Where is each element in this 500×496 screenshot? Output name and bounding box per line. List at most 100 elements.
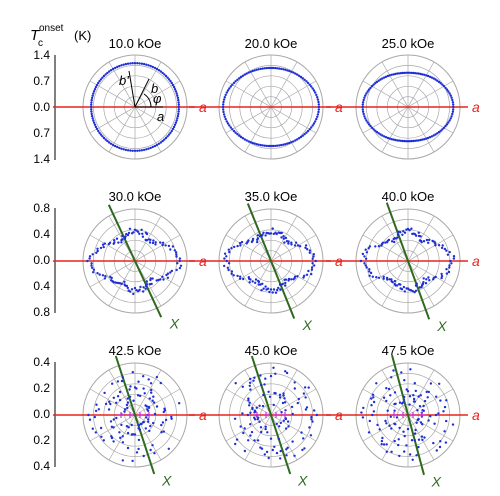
data-point (222, 100, 225, 104)
data-point (164, 74, 168, 78)
data-point (149, 448, 152, 452)
data-point (145, 416, 148, 419)
data-point (110, 436, 114, 440)
grid-spoke (89, 260, 136, 288)
data-point (401, 233, 404, 236)
data-point (120, 147, 123, 150)
data-point (126, 62, 130, 65)
data-point (272, 232, 275, 236)
data-point (104, 138, 107, 141)
data-point (308, 249, 312, 252)
data-point (257, 143, 260, 146)
tick-label: 0.8 (33, 305, 50, 319)
tick-label: 0.4 (33, 355, 50, 369)
data-point (222, 108, 225, 111)
data-point (148, 397, 151, 400)
data-point (274, 231, 277, 234)
data-point (421, 409, 424, 412)
data-point (155, 279, 158, 282)
panel-title: 45.0 kOe (245, 343, 298, 358)
data-point (248, 281, 251, 284)
data-point (238, 277, 242, 280)
data-point (422, 277, 425, 280)
data-point (231, 83, 234, 86)
data-point (426, 136, 430, 140)
data-point (120, 238, 123, 242)
grid-spoke (362, 234, 409, 262)
data-point (281, 401, 285, 405)
data-point (444, 441, 448, 444)
data-point (161, 241, 165, 244)
data-point (445, 88, 449, 91)
data-point (271, 291, 274, 294)
data-point (383, 76, 386, 79)
data-point (300, 431, 303, 434)
data-point (253, 411, 256, 414)
data-point (269, 437, 273, 440)
row-axis-0: 1.4 0.7 0.0 0.7 1.4 (33, 48, 56, 166)
data-point (118, 64, 121, 68)
data-point (102, 439, 106, 442)
grid-spoke (270, 234, 317, 262)
data-point (449, 259, 452, 263)
data-point (256, 240, 259, 244)
grid-spoke (407, 369, 435, 416)
grid-spoke (89, 414, 136, 442)
data-point (111, 143, 115, 147)
data-point (380, 443, 383, 446)
data-point (103, 391, 106, 395)
x-axis-label: X (161, 473, 172, 489)
data-point (88, 255, 92, 258)
data-point (393, 402, 396, 406)
data-point (418, 239, 422, 242)
data-point (236, 274, 239, 278)
data-point (101, 135, 104, 138)
x-axis-label: X (431, 474, 442, 490)
data-point (137, 380, 140, 383)
data-point (169, 271, 172, 274)
data-point (284, 409, 287, 412)
data-point (286, 446, 289, 449)
data-point (278, 393, 282, 396)
data-point (97, 408, 101, 411)
data-point (361, 108, 364, 111)
data-point (108, 70, 111, 73)
data-point (382, 277, 385, 280)
data-point (125, 284, 129, 288)
data-point (403, 434, 406, 438)
x-axis-line (250, 355, 292, 475)
data-point (439, 399, 442, 402)
data-point (238, 242, 242, 245)
data-point (249, 411, 252, 414)
data-point (423, 138, 426, 141)
data-point (120, 423, 123, 427)
data-point (128, 290, 132, 293)
data-point (101, 76, 104, 79)
panel-40-0-koe: 40.0 kOe a X (326, 189, 480, 334)
data-point (175, 119, 178, 122)
data-point (257, 68, 260, 71)
data-point (370, 126, 374, 129)
data-point (414, 139, 417, 142)
data-point (245, 242, 248, 245)
data-point (262, 287, 265, 290)
data-point (148, 429, 151, 433)
data-point (450, 115, 453, 118)
data-point (291, 412, 294, 416)
data-point (179, 264, 183, 267)
data-point (139, 285, 142, 289)
data-point (428, 136, 432, 139)
data-point (223, 252, 227, 255)
data-point (434, 133, 437, 136)
data-point (87, 413, 90, 417)
data-point (298, 245, 302, 248)
data-point (424, 282, 428, 285)
data-point (301, 448, 304, 452)
data-point (386, 136, 390, 140)
data-point (452, 108, 455, 111)
data-point (232, 81, 236, 85)
data-point (290, 70, 293, 74)
data-point (163, 73, 166, 76)
data-point (248, 401, 251, 404)
data-point (147, 420, 150, 423)
